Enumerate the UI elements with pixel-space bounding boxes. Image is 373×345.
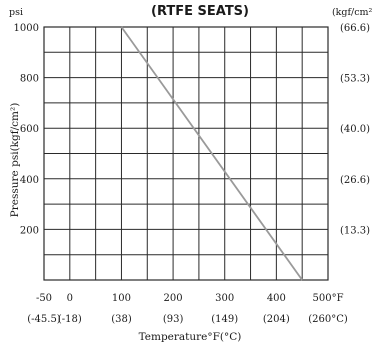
x-tick-label-f: 500°F xyxy=(312,293,343,304)
x-tick-label-f: 200 xyxy=(164,293,183,304)
y-tick-label-left: 1000 xyxy=(14,23,39,34)
tick-labels: 1000800600400200(66.6)(53.3)(40.0)(26.6)… xyxy=(14,23,371,325)
x-tick-label-c: (-45.5) xyxy=(27,314,61,325)
x-axis-label: Temperature°F(°C) xyxy=(139,331,242,343)
y-axis-label: Pressure psi(kgf/cm²) xyxy=(9,103,21,218)
series-group xyxy=(120,26,303,281)
y-tick-label-left: 400 xyxy=(20,175,39,186)
y-tick-label-right: (53.3) xyxy=(340,74,370,85)
x-tick-label-c: (93) xyxy=(163,314,184,325)
x-tick-label-c: (38) xyxy=(111,314,132,325)
x-tick-label-c: (-18) xyxy=(58,314,82,325)
x-tick-label-f: 100 xyxy=(112,293,131,304)
right-axis-unit: (kgf/cm²) xyxy=(332,7,373,18)
rating-line xyxy=(120,26,303,281)
y-tick-label-left: 600 xyxy=(20,124,39,135)
x-tick-label-c: (204) xyxy=(263,314,290,325)
x-tick-label-c: (260°C) xyxy=(308,314,348,325)
y-tick-label-right: (26.6) xyxy=(340,175,370,186)
chart-title: (RTFE SEATS) xyxy=(151,4,249,19)
x-tick-label-f: 300 xyxy=(215,293,234,304)
grid-lines xyxy=(43,26,329,281)
x-tick-label-f: 400 xyxy=(267,293,286,304)
x-tick-label-f: 0 xyxy=(67,293,73,304)
y-tick-label-right: (13.3) xyxy=(340,225,370,236)
y-tick-label-right: (66.6) xyxy=(340,23,370,34)
y-tick-label-right: (40.0) xyxy=(340,124,370,135)
left-axis-unit: psi xyxy=(9,7,23,18)
x-tick-label-f: -50 xyxy=(36,293,52,304)
x-tick-label-c: (149) xyxy=(211,314,238,325)
y-tick-label-left: 800 xyxy=(20,74,39,85)
y-tick-label-left: 200 xyxy=(20,225,39,236)
